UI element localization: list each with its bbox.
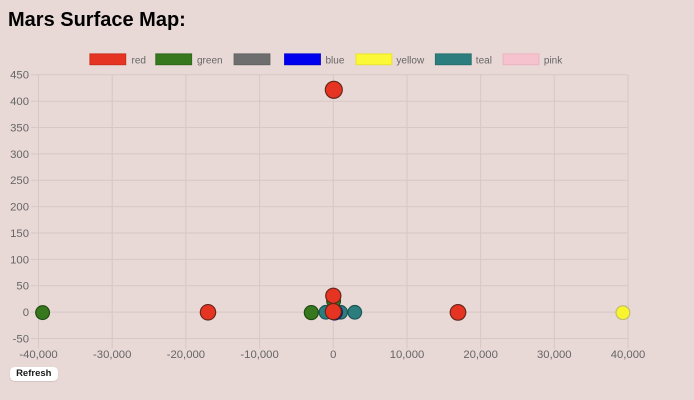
svg-text:pink: pink <box>544 55 563 66</box>
svg-text:-20,000: -20,000 <box>167 349 205 361</box>
svg-text:10,000: 10,000 <box>390 349 425 361</box>
svg-text:green: green <box>197 55 223 66</box>
svg-text:-40,000: -40,000 <box>19 349 57 361</box>
svg-text:30,000: 30,000 <box>537 349 572 361</box>
svg-text:blue: blue <box>326 55 345 66</box>
svg-text:-10,000: -10,000 <box>240 349 278 361</box>
svg-text:300: 300 <box>10 149 29 161</box>
svg-text:red: red <box>132 55 146 66</box>
svg-text:-50: -50 <box>13 333 29 345</box>
svg-text:350: 350 <box>10 122 29 134</box>
svg-text:yellow: yellow <box>396 55 425 66</box>
svg-text:400: 400 <box>10 96 29 108</box>
svg-text:0: 0 <box>330 349 336 361</box>
svg-text:20,000: 20,000 <box>463 349 498 361</box>
svg-text:200: 200 <box>10 202 29 214</box>
svg-text:40,000: 40,000 <box>611 349 646 361</box>
svg-text:0: 0 <box>23 307 29 319</box>
svg-text:teal: teal <box>476 55 492 66</box>
svg-text:150: 150 <box>10 228 29 240</box>
svg-text:-30,000: -30,000 <box>93 349 131 361</box>
svg-text:50: 50 <box>16 281 29 293</box>
svg-text:450: 450 <box>10 70 29 82</box>
svg-text:250: 250 <box>10 175 29 187</box>
svg-text:100: 100 <box>10 254 29 266</box>
